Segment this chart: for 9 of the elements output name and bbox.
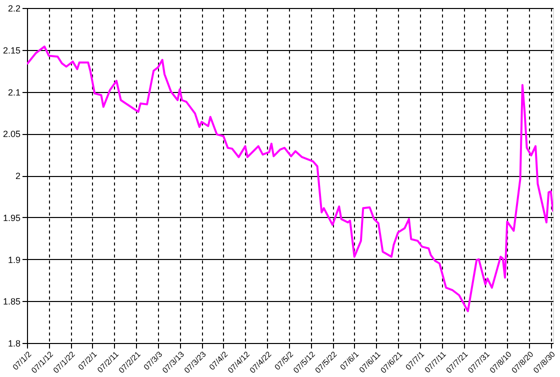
- y-tick-label: 2.1: [8, 87, 20, 98]
- y-tick-label: 1.95: [2, 212, 20, 223]
- y-tick-label: 1.8: [8, 338, 20, 348]
- y-tick-label: 1.85: [2, 296, 20, 307]
- y-tick-label: 2: [15, 171, 20, 181]
- y-tick-label: 2.2: [8, 4, 20, 14]
- y-tick-label: 2.05: [2, 129, 20, 140]
- y-tick-label: 2.15: [2, 45, 20, 56]
- y-tick-label: 1.9: [8, 254, 20, 265]
